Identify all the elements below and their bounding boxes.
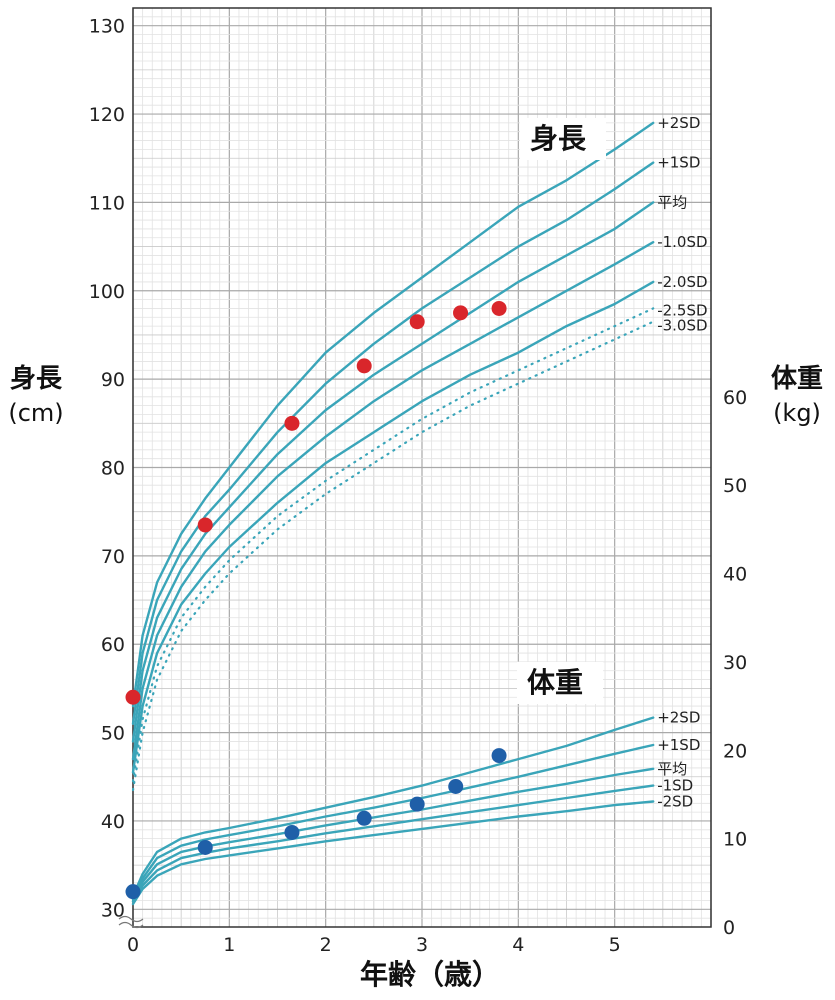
x-tick-label: 4 — [512, 934, 524, 956]
weight-section-label-bg — [517, 662, 603, 704]
height-point — [453, 305, 469, 321]
weight-curve-label: -2SD — [657, 793, 693, 811]
height-point — [356, 358, 372, 374]
height-curve-label: -1.0SD — [657, 233, 707, 251]
weight-curve-label: +1SD — [657, 736, 700, 754]
right-tick-label: 20 — [723, 740, 747, 762]
height-point — [491, 300, 507, 316]
right-tick-label: 10 — [723, 829, 747, 851]
left-tick-label: 50 — [101, 723, 125, 745]
x-tick-label: 2 — [320, 934, 332, 956]
height-point — [125, 689, 141, 705]
ticks: 30 40 50 60 70 80 90 100 110 120 130 0 10 20 30 40 50 60 0… — [89, 16, 747, 956]
weight-point — [491, 748, 507, 764]
weight-curve — [131, 800, 655, 906]
height-curve — [131, 307, 655, 783]
x-axis-title: 年齢（歳） — [359, 958, 500, 991]
right-tick-label: 30 — [723, 652, 747, 674]
right-tick-label: 40 — [723, 564, 747, 586]
points — [125, 300, 507, 900]
curves — [131, 121, 655, 906]
plot-frame — [132, 7, 712, 928]
x-tick-label: 3 — [416, 934, 428, 956]
weight-curve — [131, 767, 655, 901]
right-tick-label: 50 — [723, 475, 747, 497]
weight-point — [356, 810, 372, 826]
height-curve — [131, 241, 655, 761]
weight-curve — [131, 784, 655, 903]
height-curve — [131, 161, 655, 725]
left-tick-label: 120 — [89, 104, 125, 126]
right-axis-label: 体重 — [770, 364, 823, 394]
left-tick-label: 60 — [101, 634, 125, 656]
labels: +2SD +1SD 平均 -1.0SD -2.0SD -2.5SD-3.0SD +2SD +1… — [118, 114, 708, 929]
right-tick-label: 0 — [723, 917, 735, 939]
height-curve-label: -3.0SD — [657, 317, 707, 335]
weight-curve-label: 平均 — [657, 760, 687, 778]
left-tick-label: 90 — [101, 369, 125, 391]
height-curve-label: -2.5SD — [657, 301, 707, 319]
left-tick-label: 40 — [101, 811, 125, 833]
height-curve-label: 平均 — [657, 193, 687, 211]
weight-point — [448, 778, 464, 794]
weight-point — [197, 839, 213, 855]
weight-point — [125, 884, 141, 900]
left-tick-label: 30 — [101, 899, 125, 921]
right-axis-unit: (kg) — [773, 399, 821, 427]
weight-curve — [131, 716, 655, 898]
left-tick-label: 70 — [101, 546, 125, 568]
left-tick-label: 100 — [89, 281, 125, 303]
height-point — [409, 314, 425, 330]
weight-curve — [131, 743, 655, 899]
weight-curve-label: -1SD — [657, 777, 693, 795]
left-axis-label: 身長 — [9, 364, 62, 394]
left-axis-unit: (cm) — [8, 399, 64, 427]
weight-point — [284, 824, 300, 840]
height-curve-label: +2SD — [657, 114, 700, 132]
height-curve-label: -2.0SD — [657, 273, 707, 291]
left-axis-title: 身長 (cm) — [4, 362, 68, 430]
height-point — [284, 415, 300, 431]
x-tick-label: 1 — [223, 934, 235, 956]
weight-point — [409, 796, 425, 812]
height-point — [197, 517, 213, 533]
height-curve — [131, 280, 655, 774]
x-tick-label: 0 — [127, 934, 139, 956]
x-tick-label: 5 — [609, 934, 621, 956]
left-tick-label: 130 — [89, 16, 125, 38]
weight-curve-label: +2SD — [657, 709, 700, 727]
height-section-label-bg — [520, 118, 606, 160]
height-curve — [131, 201, 655, 743]
axis-break-mark — [118, 915, 144, 929]
height-curve-label: +1SD — [657, 154, 700, 172]
right-axis-title: 体重 (kg) — [762, 362, 832, 430]
right-tick-label: 60 — [723, 387, 747, 409]
weight-section-label: 体重 — [527, 666, 583, 699]
height-section-label: 身長 — [530, 122, 587, 155]
left-tick-label: 80 — [101, 458, 125, 480]
left-tick-label: 110 — [89, 192, 125, 214]
height-curve — [131, 121, 655, 708]
